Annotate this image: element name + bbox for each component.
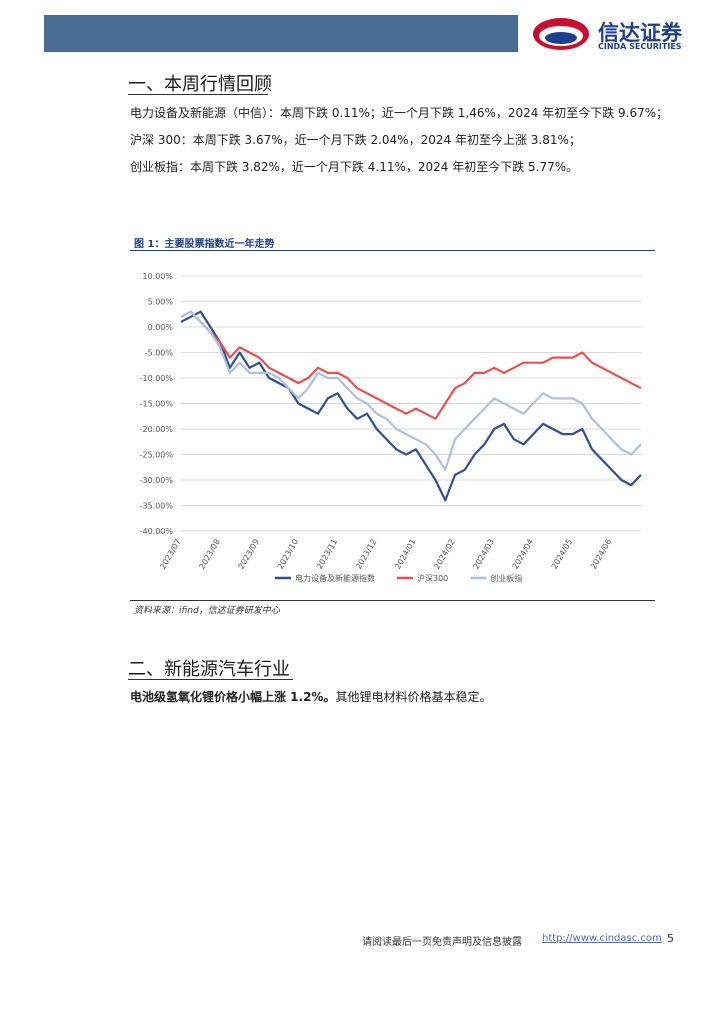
footer-link[interactable]: http://www.cindasc.com xyxy=(542,933,662,944)
chart: 10.00% 5.00% 0.00% -5.00% -10.00% -15.00% -20.… xyxy=(140,272,642,583)
paragraph: 电池级氢氧化锂价格小幅上涨 1.2%。其他锂电材料价格基本稳定。 xyxy=(130,688,491,705)
x-tick-label: 2023/12 xyxy=(354,538,378,571)
x-tick-label: 2023/10 xyxy=(276,538,300,571)
page-number: 5 xyxy=(667,932,674,945)
x-tick-label: 2023/08 xyxy=(197,538,221,571)
x-tick-label: 2024/03 xyxy=(472,538,496,571)
paragraph: 沪深 300：本周下跌 3.67%，近一个月下跌 2.04%，2024 年初至今… xyxy=(130,133,581,147)
title-underline xyxy=(128,679,293,680)
logo-icon xyxy=(533,18,589,50)
section-title: 二、新能源汽车行业 xyxy=(128,659,290,680)
series-line xyxy=(180,310,642,502)
legend-label: 创业板指 xyxy=(490,573,522,583)
figure-rule xyxy=(130,250,655,251)
x-tick-label: 2024/05 xyxy=(550,538,574,571)
legend-label: 沪深300 xyxy=(417,573,448,583)
y-tick-label: -40.00% xyxy=(140,527,174,536)
figure-source: 资料来源：ifind，信达证券研发中心 xyxy=(134,606,280,616)
series-line xyxy=(180,310,642,420)
y-tick-label: -30.00% xyxy=(140,476,174,485)
x-tick-label: 2024/02 xyxy=(432,538,456,571)
y-tick-label: 0.00% xyxy=(148,323,174,332)
paragraph: 电力设备及新能源（中信）：本周下跌 0.11%；近一个月下跌 1,46%，202… xyxy=(130,106,669,120)
y-tick-label: -15.00% xyxy=(140,400,174,409)
title-underline xyxy=(128,94,268,95)
text: 其他锂电材料价格基本稳定。 xyxy=(335,690,492,704)
x-tick-label: 2023/11 xyxy=(315,538,339,571)
y-tick-label: 5.00% xyxy=(148,298,174,307)
x-tick-label: 2024/06 xyxy=(589,538,613,571)
y-tick-label: -20.00% xyxy=(140,425,174,434)
logo-cn: 信达证券 xyxy=(598,21,682,45)
section-title: 一、本周行情回顾 xyxy=(128,74,272,95)
figure-rule xyxy=(130,600,655,601)
footer-disclaimer: 请阅读最后一页免责声明及信息披露 xyxy=(362,937,522,948)
x-tick-label: 2024/01 xyxy=(393,538,417,571)
logo-en: CINDA SECURITIES xyxy=(598,42,682,51)
figure-title: 图 1：主要股票指数近一年走势 xyxy=(134,239,275,250)
x-tick-label: 2024/04 xyxy=(511,538,535,571)
y-tick-label: 10.00% xyxy=(142,272,173,281)
header-bar xyxy=(44,15,518,52)
legend-label: 电力设备及新能源指数 xyxy=(295,573,375,583)
bold-text: 电池级氢氧化锂价格小幅上涨 1.2%。 xyxy=(130,690,336,704)
x-tick-label: 2023/07 xyxy=(158,538,182,571)
y-tick-label: -5.00% xyxy=(145,349,174,358)
series-line xyxy=(180,310,642,471)
paragraph: 创业板指：本周下跌 3.82%，近一个月下跌 4.11%，2024 年初至今下跌… xyxy=(130,160,579,174)
y-tick-label: -10.00% xyxy=(140,374,174,383)
y-tick-label: -25.00% xyxy=(140,451,174,460)
y-tick-label: -35.00% xyxy=(140,502,174,511)
x-tick-label: 2023/09 xyxy=(237,538,261,571)
